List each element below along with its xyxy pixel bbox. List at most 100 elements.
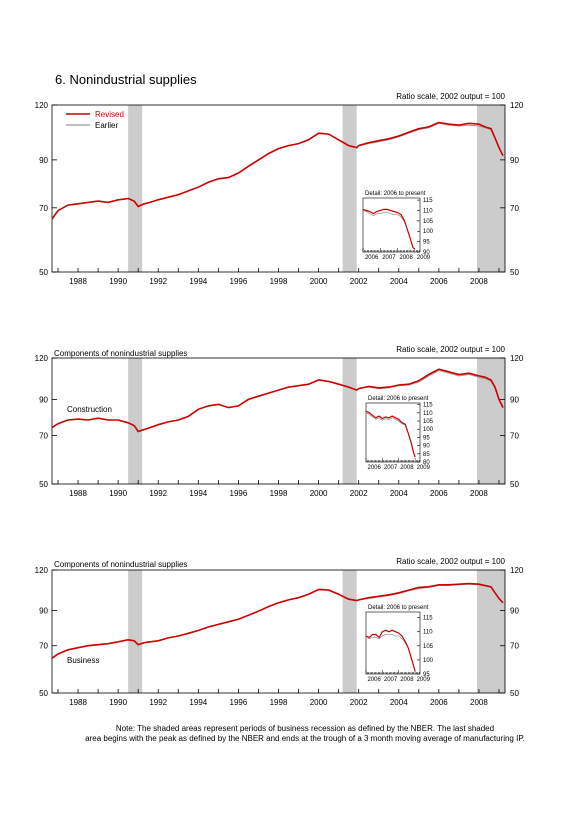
inset-y-tick-label: 105	[423, 644, 434, 650]
inset-x-tick-label: 2008	[400, 255, 414, 261]
recession-band	[128, 105, 143, 272]
inset-frame	[365, 611, 421, 675]
recession-band	[476, 358, 505, 484]
x-tick-label: 1992	[149, 489, 167, 498]
inset-title: Detail: 2006 to present	[365, 191, 426, 197]
footnote-line-2: area begins with the peak as defined by …	[85, 734, 525, 743]
y-tick-label-left: 70	[39, 432, 48, 441]
y-tick-label-right: 70	[510, 432, 519, 441]
inset-y-tick-label: 115	[423, 198, 433, 204]
x-tick-label: 2002	[350, 698, 368, 707]
inset-x-tick-label: 2009	[417, 465, 431, 471]
x-tick-label: 2008	[470, 698, 488, 707]
inset-y-tick-label: 115	[423, 616, 433, 622]
inset-y-tick-label: 100	[423, 427, 434, 433]
chart-title: Components of nonindustrial supplies	[54, 560, 187, 569]
scale-label: Ratio scale, 2002 output = 100	[396, 92, 505, 101]
x-tick-label: 1998	[270, 277, 288, 286]
y-tick-label-left: 90	[39, 395, 48, 404]
inset-y-tick-label: 115	[423, 403, 433, 409]
x-tick-label: 2006	[430, 489, 448, 498]
inset-frame	[365, 402, 421, 463]
inset-title: Detail: 2006 to present	[368, 396, 429, 402]
inset-y-tick-label: 110	[423, 411, 433, 417]
x-tick-label: 1990	[109, 698, 127, 707]
x-tick-label: 1988	[69, 698, 87, 707]
x-tick-label: 2008	[470, 489, 488, 498]
chart-title: Components of nonindustrial supplies	[54, 349, 187, 358]
x-tick-label: 2006	[430, 698, 448, 707]
x-tick-label: 1996	[230, 489, 248, 498]
inset-y-tick-label: 80	[423, 460, 430, 466]
x-tick-label: 2000	[310, 698, 328, 707]
recession-band	[342, 358, 357, 484]
plot-frame	[51, 104, 506, 273]
y-tick-label-right: 90	[510, 606, 519, 615]
inset-y-tick-label: 85	[423, 452, 430, 458]
y-tick-label-left: 90	[39, 606, 48, 615]
series-line-revised	[51, 121, 504, 220]
y-tick-label-right: 50	[510, 480, 519, 489]
x-tick-label: 2004	[390, 277, 408, 286]
inset-series-line-revised	[365, 410, 416, 458]
x-tick-label: 1988	[69, 277, 87, 286]
x-tick-label: 1994	[189, 698, 207, 707]
y-tick-label-right: 50	[510, 268, 519, 277]
inset-y-tick-label: 95	[423, 240, 430, 246]
x-tick-label: 2000	[310, 277, 328, 286]
x-tick-label: 2000	[310, 489, 328, 498]
recession-band	[128, 358, 143, 484]
y-tick-label-left: 90	[39, 156, 48, 165]
y-tick-label-left: 50	[39, 268, 48, 277]
inset-x-tick-label: 2007	[384, 465, 398, 471]
plot-frame	[51, 569, 506, 694]
chart-panel-1: 50 50 70 70 90 90 120 120 1988 1990 1992 1994 1996 19…	[35, 92, 524, 286]
x-tick-label: 2008	[470, 277, 488, 286]
recession-band	[342, 570, 357, 693]
y-tick-label-left: 70	[39, 642, 48, 651]
legend-label-revised: Revised	[95, 110, 124, 119]
x-tick-label: 1990	[109, 489, 127, 498]
inset-y-tick-label: 105	[423, 419, 434, 425]
inset-chart: Detail: 2006 to present 95 100 105 110 115 200…	[365, 605, 434, 683]
series-line-earlier	[51, 122, 504, 220]
x-tick-label: 2004	[390, 698, 408, 707]
scale-label: Ratio scale, 2002 output = 100	[396, 345, 505, 354]
inset-y-tick-label: 105	[423, 219, 434, 225]
y-tick-label-left: 70	[39, 204, 48, 213]
x-tick-label: 1988	[69, 489, 87, 498]
inset-x-tick-label: 2006	[368, 465, 382, 471]
series-line-earlier	[51, 583, 504, 659]
inset-chart: Detail: 2006 to present 80 85 90 95 100 105 110…	[365, 396, 434, 471]
inset-x-tick-label: 2008	[400, 465, 414, 471]
scale-label: Ratio scale, 2002 output = 100	[396, 557, 505, 566]
x-tick-label: 1992	[149, 698, 167, 707]
x-tick-label: 1996	[230, 698, 248, 707]
y-tick-label-right: 90	[510, 156, 519, 165]
x-tick-label: 2002	[350, 277, 368, 286]
inset-x-tick-label: 2009	[417, 677, 431, 683]
inset-chart: Detail: 2006 to present 90 95 100 105 110 115 2…	[362, 191, 434, 261]
series-label: Construction	[67, 405, 112, 414]
inset-x-tick-label: 2007	[382, 255, 396, 261]
chart-panel-2: 50 50 70 70 90 90 120 120 1988 1990 1992 1994 1996 19…	[35, 345, 524, 498]
inset-x-tick-label: 2009	[417, 255, 431, 261]
x-tick-label: 1994	[189, 277, 207, 286]
x-tick-label: 1994	[189, 489, 207, 498]
footnote-line-1: Note: The shaded areas represent periods…	[115, 724, 495, 733]
inset-x-tick-label: 2008	[400, 677, 414, 683]
inset-x-tick-label: 2007	[384, 677, 398, 683]
recession-band	[342, 105, 357, 272]
footnote: Note: The shaded areas represent periods…	[40, 724, 570, 744]
x-tick-label: 1998	[270, 698, 288, 707]
x-tick-label: 1992	[149, 277, 167, 286]
recession-band	[476, 570, 505, 693]
inset-x-tick-label: 2006	[365, 255, 379, 261]
page-title: 6. Nonindustrial supplies	[55, 72, 197, 87]
inset-y-tick-label: 110	[423, 630, 433, 636]
y-tick-label-left: 120	[35, 354, 49, 363]
x-tick-label: 1990	[109, 277, 127, 286]
series-label: Business	[67, 656, 99, 665]
x-tick-label: 2006	[430, 277, 448, 286]
